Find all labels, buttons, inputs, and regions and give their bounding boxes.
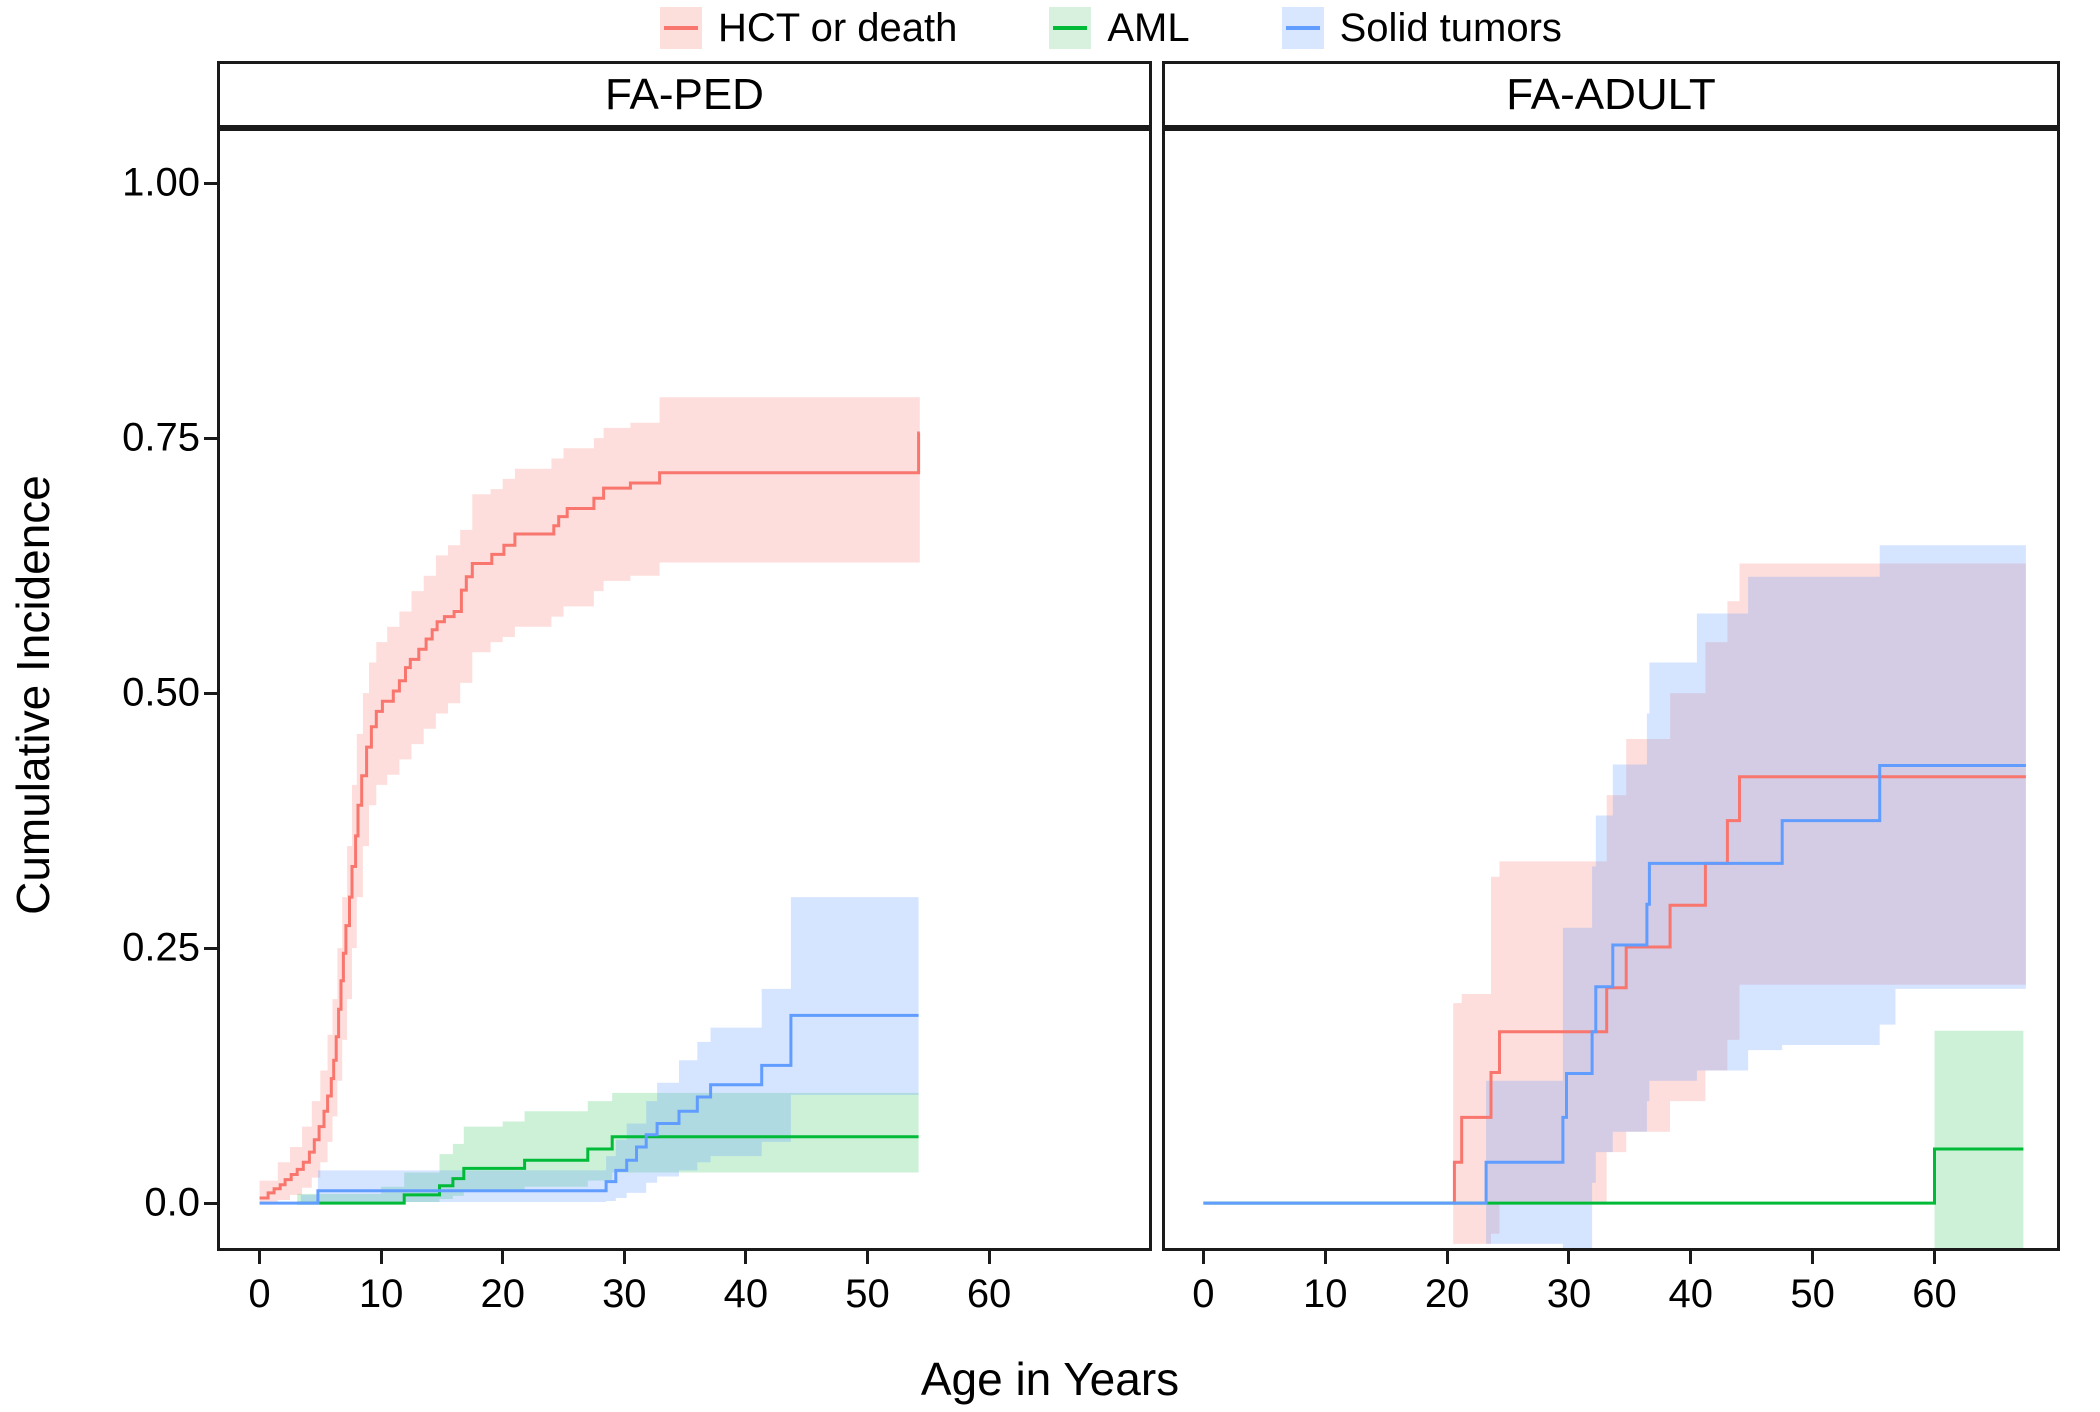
x-tick-mark — [987, 1251, 991, 1264]
x-tick-label: 60 — [966, 1272, 1012, 1316]
x-axis-title: Age in Years — [920, 1353, 1180, 1405]
legend-item-solid-tumors: Solid tumors — [1281, 5, 1562, 51]
legend: HCT or death AML Solid tumors — [660, 2, 1654, 54]
x-tick-mark — [1201, 1251, 1205, 1264]
ci-band-hct-or-death — [259, 397, 920, 1204]
x-tick-label: 30 — [1546, 1272, 1592, 1316]
x-tick-label: 60 — [1912, 1272, 1957, 1316]
ci-band-hct-or-death — [1453, 563, 2026, 1244]
y-tick-label: 1.00 — [122, 160, 200, 205]
x-tick-label: 20 — [1424, 1272, 1470, 1316]
panel-border — [217, 128, 1152, 1251]
x-tick-label: 10 — [358, 1272, 404, 1316]
y-tick-label: 0.75 — [122, 415, 200, 460]
x-tick-label: 40 — [723, 1272, 769, 1316]
x-tick-label: 40 — [1668, 1272, 1714, 1316]
x-tick-mark — [622, 1251, 626, 1264]
ci-band-solid-tumors — [300, 897, 919, 1204]
y-axis-title: Cumulative Incidence — [7, 475, 59, 915]
step-curve-solid-tumors — [1203, 764, 2026, 1205]
y-tick-mark — [204, 436, 217, 440]
legend-item-hct-or-death: HCT or death — [660, 6, 957, 51]
plot-panel-fa-adult — [1162, 128, 2060, 1251]
step-curve-aml — [297, 1135, 919, 1205]
step-curve-hct-or-death — [1452, 775, 2026, 1205]
x-tick-mark — [744, 1251, 748, 1264]
aml-key-line-icon — [1053, 26, 1088, 30]
y-tick-label: 0.0 — [144, 1180, 200, 1225]
x-tick-label: 10 — [1303, 1272, 1348, 1316]
legend-label-aml: AML — [1107, 5, 1190, 50]
aml-key-icon — [1049, 7, 1092, 49]
x-tick-mark — [501, 1251, 505, 1264]
y-tick-mark — [204, 946, 217, 950]
x-tick-label: 50 — [845, 1272, 890, 1316]
legend-item-aml: AML — [1049, 5, 1190, 51]
solid-tumors-key-line-icon — [1285, 26, 1320, 30]
step-curve-hct-or-death — [259, 431, 921, 1200]
x-tick-label: 30 — [602, 1272, 647, 1316]
solid-tumors-key-icon — [1281, 7, 1324, 49]
x-tick-mark — [1689, 1251, 1693, 1264]
x-tick-label: 0 — [248, 1272, 271, 1316]
hct-or-death-key-line-icon — [664, 26, 698, 30]
x-tick-mark — [1445, 1251, 1449, 1264]
y-tick-label: 0.25 — [122, 925, 200, 970]
x-tick-label: 0 — [1192, 1272, 1215, 1316]
legend-label-solid-tumors: Solid tumors — [1339, 5, 1562, 50]
y-tick-label: 0.50 — [122, 670, 200, 715]
x-tick-mark — [1811, 1251, 1815, 1264]
x-tick-mark — [379, 1251, 383, 1264]
step-curve-solid-tumors — [259, 1013, 919, 1205]
x-tick-mark — [1932, 1251, 1936, 1264]
legend-label-hct-or-death: HCT or death — [718, 5, 958, 50]
x-tick-mark — [1567, 1251, 1571, 1264]
plot-panel-fa-ped — [217, 128, 1152, 1251]
step-curve-aml — [1203, 1147, 2024, 1205]
y-tick-mark — [204, 1201, 217, 1205]
x-tick-label: 50 — [1790, 1272, 1835, 1316]
x-tick-mark — [865, 1251, 869, 1264]
x-tick-mark — [258, 1251, 262, 1264]
ci-band-aml — [1934, 1030, 2024, 1249]
y-tick-mark — [204, 691, 217, 695]
ci-band-solid-tumors — [1486, 545, 2026, 1249]
y-tick-mark — [204, 181, 217, 185]
x-tick-label: 20 — [480, 1272, 525, 1316]
facet-strip-fa-adult: FA-ADULT — [1162, 61, 2060, 128]
hct-or-death-key-icon — [660, 7, 702, 49]
x-tick-mark — [1323, 1251, 1327, 1264]
panel-border — [1162, 128, 2060, 1251]
facet-strip-fa-ped: FA-PED — [217, 61, 1152, 128]
